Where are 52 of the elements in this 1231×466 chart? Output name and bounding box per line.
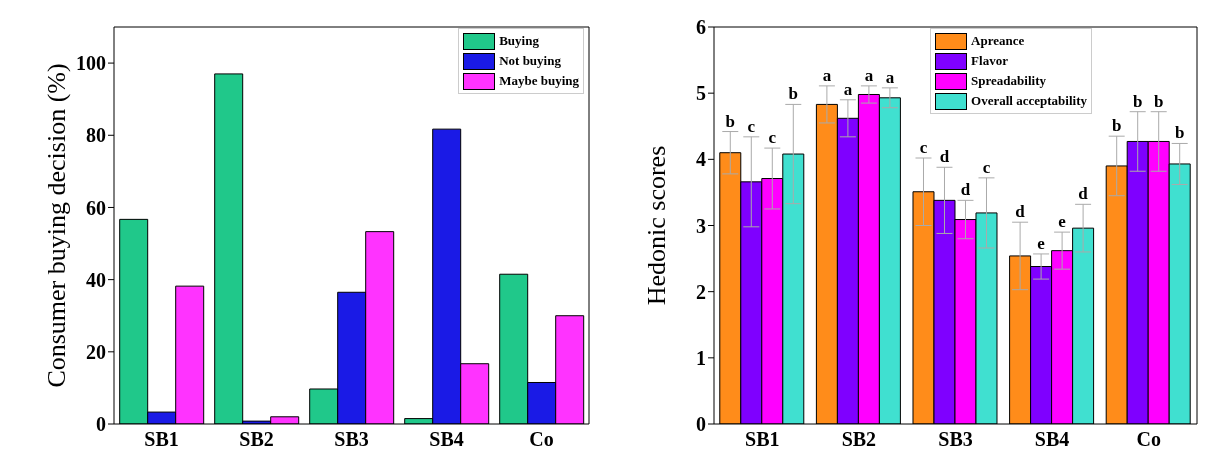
- y-tick-label: 100: [76, 52, 106, 75]
- x-tick-label: SB4: [1034, 428, 1070, 451]
- data-label: d: [960, 180, 971, 200]
- x-tick-label: SB2: [239, 428, 274, 451]
- legend-label: Spreadability: [971, 72, 1046, 90]
- y-tick-label: 80: [86, 124, 106, 147]
- y-tick-label: 1: [696, 346, 706, 369]
- data-label: d: [939, 147, 950, 167]
- data-label: a: [822, 65, 832, 85]
- x-tick-label: SB2: [841, 428, 877, 451]
- data-label: a: [885, 67, 895, 87]
- y-tick-label: 0: [696, 413, 706, 436]
- x-tick-label: SB3: [334, 428, 369, 451]
- data-label: d: [1078, 184, 1089, 204]
- data-label: b: [788, 84, 799, 104]
- y-axis-title: Hedonic scores: [642, 145, 672, 306]
- legend-label: Overall acceptability: [971, 92, 1087, 110]
- x-tick-label: Co: [1136, 428, 1161, 451]
- data-label: e: [1037, 233, 1046, 253]
- y-tick-label: 0: [96, 413, 106, 436]
- data-label: d: [1015, 202, 1026, 222]
- data-label: e: [1058, 212, 1067, 232]
- y-tick-label: 4: [696, 148, 706, 171]
- legend-label: Maybe buying: [499, 72, 579, 90]
- data-label: a: [864, 65, 874, 85]
- y-tick-label: 60: [86, 196, 106, 219]
- x-tick-label: Co: [529, 428, 554, 451]
- legend-label: Not buying: [499, 52, 561, 70]
- data-label: c: [768, 128, 777, 148]
- y-tick-label: 3: [696, 214, 706, 237]
- legend-label: Flavor: [971, 52, 1008, 70]
- data-label: b: [1153, 91, 1164, 111]
- legend-label: Apreance: [971, 32, 1025, 50]
- data-label: c: [919, 138, 928, 158]
- y-tick-label: 6: [696, 16, 706, 39]
- data-label: c: [747, 116, 756, 136]
- x-tick-label: SB1: [144, 428, 179, 451]
- y-tick-label: 5: [696, 82, 706, 105]
- data-label: b: [1174, 123, 1185, 143]
- data-label: b: [1111, 116, 1122, 136]
- data-label: b: [1132, 91, 1143, 111]
- x-tick-label: SB4: [429, 428, 464, 451]
- legend-label: Buying: [499, 32, 539, 50]
- data-label: c: [982, 157, 991, 177]
- y-axis-title: Consumer buying decision (%): [42, 63, 72, 388]
- y-tick-label: 2: [696, 280, 706, 303]
- y-tick-label: 20: [86, 340, 106, 363]
- x-tick-label: SB1: [745, 428, 780, 451]
- data-label: b: [725, 111, 736, 131]
- data-label: a: [843, 79, 853, 99]
- y-tick-label: 40: [86, 268, 106, 291]
- x-tick-label: SB3: [938, 428, 973, 451]
